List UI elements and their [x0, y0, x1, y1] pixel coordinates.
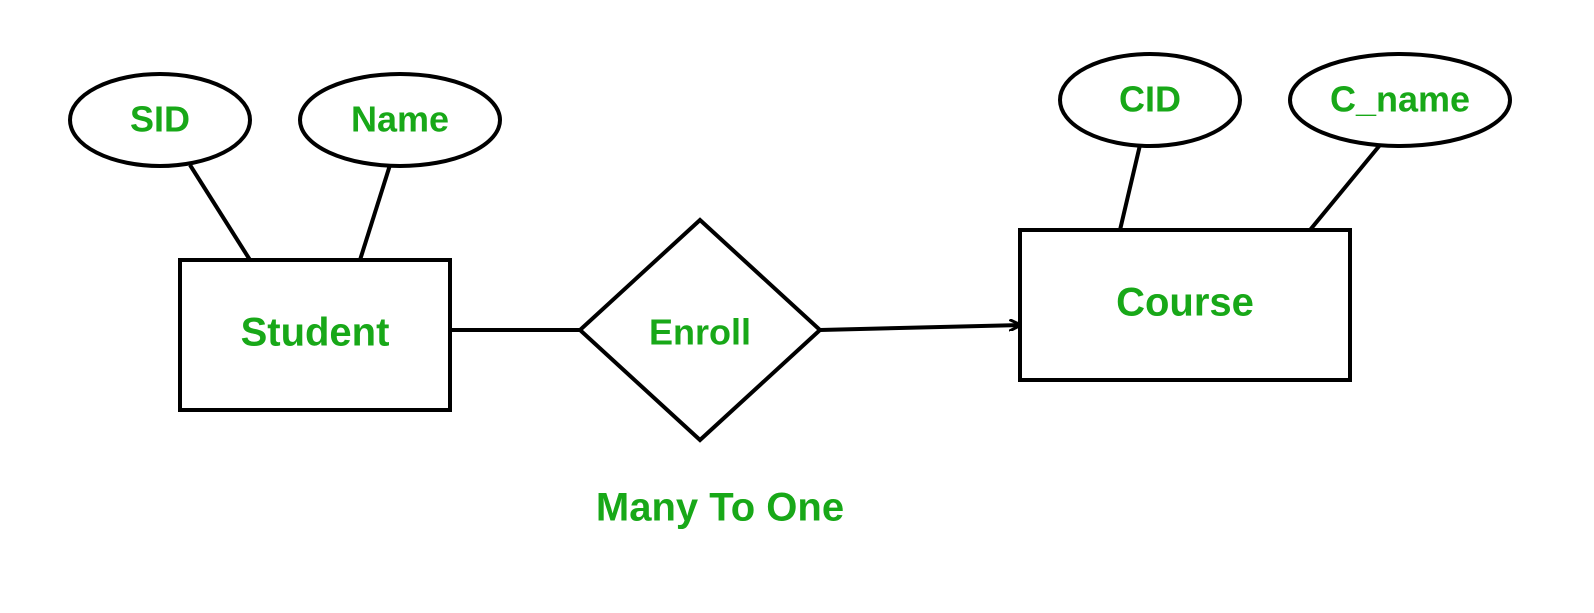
- diagram-caption: Many To One: [596, 486, 844, 530]
- attribute-cid-label: CID: [1119, 79, 1181, 120]
- attribute-cid: CID: [1060, 54, 1240, 146]
- attribute-sid: SID: [70, 74, 250, 166]
- connector-sid-student: [190, 165, 250, 260]
- entity-course-label: Course: [1116, 281, 1254, 325]
- attribute-sid-label: SID: [130, 99, 190, 140]
- entity-student-label: Student: [241, 311, 390, 355]
- entity-course: Course: [1020, 230, 1350, 380]
- attribute-cname-label: C_name: [1330, 79, 1470, 120]
- relationship-enroll: Enroll: [580, 220, 820, 440]
- line-enroll-course: [820, 325, 1020, 330]
- attribute-cname: C_name: [1290, 54, 1510, 146]
- attribute-name: Name: [300, 74, 500, 166]
- er-diagram: SID Name CID C_name Student Course Enrol…: [0, 0, 1594, 613]
- attribute-name-label: Name: [351, 99, 449, 140]
- connector-cid-course: [1120, 145, 1140, 230]
- relationship-enroll-label: Enroll: [649, 312, 751, 353]
- connector-cname-course: [1310, 145, 1380, 230]
- connector-name-student: [360, 165, 390, 260]
- entity-student: Student: [180, 260, 450, 410]
